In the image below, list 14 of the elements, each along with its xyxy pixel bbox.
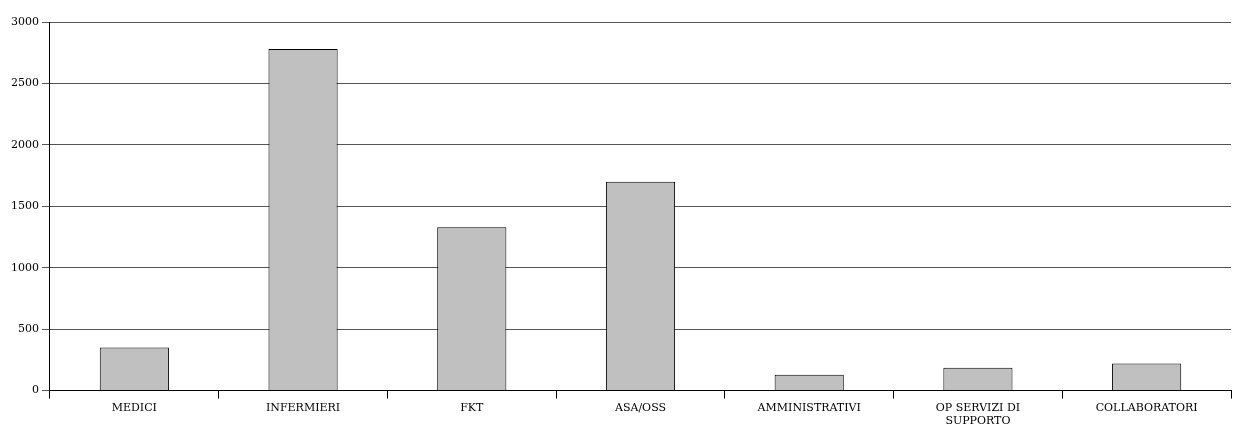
x-tick-label: ASA/OSS — [613, 401, 667, 415]
y-tick-label: 1000 — [10, 260, 39, 274]
x-tick-label: INFERMIERI — [265, 401, 341, 415]
x-tick-label: OP SERVIZI DI SUPPORTO — [935, 401, 1021, 428]
x-tick-label: MEDICI — [111, 401, 157, 415]
y-tick-label: 3000 — [10, 14, 39, 28]
y-tick-label: 2500 — [10, 76, 39, 90]
x-tick-label: FKT — [460, 401, 485, 415]
y-tick-label: 1500 — [10, 199, 39, 213]
x-tick-label: AMMINISTRATIVI — [756, 401, 861, 415]
y-tick-label: 0 — [31, 383, 39, 397]
x-tick-label: COLLABORATORI — [1095, 401, 1198, 415]
y-tick-label: 500 — [17, 322, 39, 336]
y-tick-label: 2000 — [10, 137, 39, 151]
